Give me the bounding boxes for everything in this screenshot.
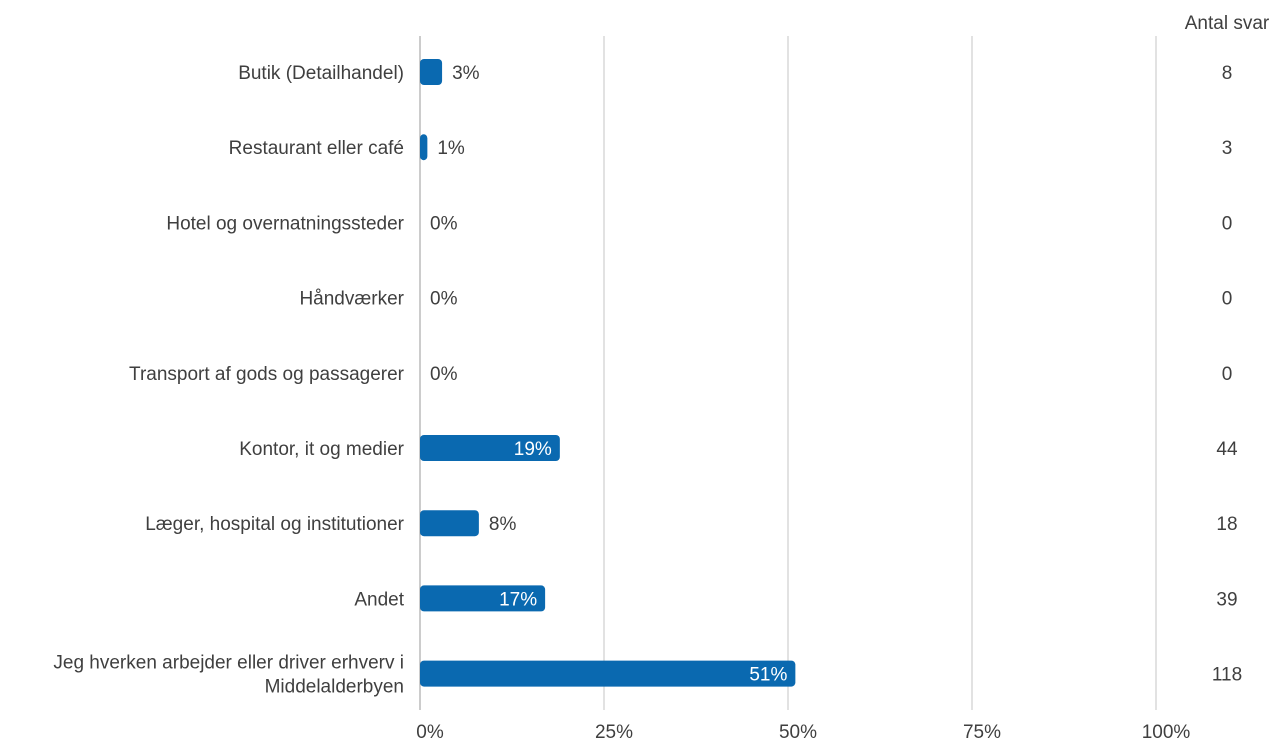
data-label: 0% <box>430 364 458 385</box>
data-label: 19% <box>514 439 552 460</box>
x-tick-label: 50% <box>779 722 817 742</box>
count-label: 0 <box>1222 289 1233 310</box>
labels: 0% 25% 50% 75% 100% Butik (Detailhandel) 3% 8 Re… <box>53 63 1242 742</box>
bars <box>420 59 796 687</box>
count-column-header: Antal svar <box>1185 13 1270 34</box>
bar <box>420 435 560 461</box>
category-label: Håndværker <box>299 289 404 310</box>
data-label: 17% <box>499 589 537 610</box>
count-label: 3 <box>1222 138 1233 159</box>
count-label: 39 <box>1216 589 1237 610</box>
data-label: 1% <box>437 138 465 159</box>
category-label: Læger, hospital og institutioner <box>145 514 404 535</box>
count-label: 0 <box>1222 364 1233 385</box>
category-label: Jeg hverken arbejder eller driver erhver… <box>53 653 404 698</box>
data-label: 3% <box>452 63 480 84</box>
category-label: Andet <box>354 589 404 610</box>
bar <box>420 510 479 537</box>
x-tick-label: 25% <box>595 722 633 742</box>
data-label: 8% <box>489 514 517 535</box>
count-label: 118 <box>1212 665 1242 686</box>
x-tick-label: 100% <box>1142 722 1191 742</box>
category-label: Butik (Detailhandel) <box>238 63 404 84</box>
bar <box>420 585 546 612</box>
x-tick-label: 75% <box>963 722 1001 742</box>
category-label: Kontor, it og medier <box>239 439 404 460</box>
data-label: 0% <box>430 289 458 310</box>
bar <box>420 59 443 85</box>
data-label: 0% <box>430 213 458 234</box>
category-label: Hotel og overnatningssteder <box>166 213 404 234</box>
count-label: 18 <box>1216 514 1237 535</box>
bar <box>420 660 796 687</box>
count-label: 8 <box>1222 63 1233 84</box>
category-label: Restaurant eller café <box>229 138 404 159</box>
count-label: 44 <box>1216 439 1238 460</box>
count-label: 0 <box>1222 213 1233 234</box>
category-label: Transport af gods og passagerer <box>129 364 405 385</box>
bar <box>420 134 428 161</box>
data-label: 51% <box>749 665 787 686</box>
x-tick-label: 0% <box>416 722 444 742</box>
